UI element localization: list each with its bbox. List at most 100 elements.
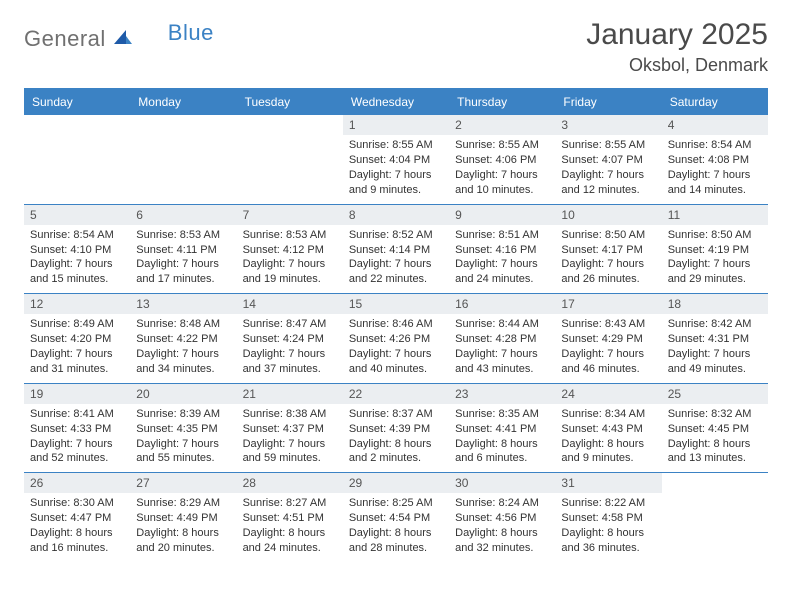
- day-sunset: Sunset: 4:49 PM: [136, 511, 230, 526]
- day-sunrise: Sunrise: 8:55 AM: [349, 138, 443, 153]
- day-daylight1: Daylight: 7 hours: [349, 168, 443, 183]
- day-cell: 7Sunrise: 8:53 AMSunset: 4:12 PMDaylight…: [237, 205, 343, 294]
- day-body: Sunrise: 8:52 AMSunset: 4:14 PMDaylight:…: [343, 225, 449, 293]
- day-body: Sunrise: 8:25 AMSunset: 4:54 PMDaylight:…: [343, 493, 449, 561]
- day-sunrise: Sunrise: 8:30 AM: [30, 496, 124, 511]
- day-number: 28: [237, 473, 343, 493]
- day-sunrise: Sunrise: 8:32 AM: [668, 407, 762, 422]
- day-daylight2: and 49 minutes.: [668, 362, 762, 377]
- day-daylight2: and 9 minutes.: [561, 451, 655, 466]
- day-sunset: Sunset: 4:22 PM: [136, 332, 230, 347]
- day-sunset: Sunset: 4:39 PM: [349, 422, 443, 437]
- day-sunrise: Sunrise: 8:55 AM: [455, 138, 549, 153]
- day-number: 1: [343, 115, 449, 135]
- day-sunset: Sunset: 4:11 PM: [136, 243, 230, 258]
- day-daylight2: and 6 minutes.: [455, 451, 549, 466]
- day-cell: 29Sunrise: 8:25 AMSunset: 4:54 PMDayligh…: [343, 473, 449, 562]
- day-cell: 2 Sunrise: 8:55 AMSunset: 4:06 PMDaylight…: [449, 115, 555, 204]
- day-daylight1: Daylight: 7 hours: [668, 257, 762, 272]
- header: General Blue January 2025 Oksbol, Denmar…: [24, 18, 768, 76]
- day-sunset: Sunset: 4:04 PM: [349, 153, 443, 168]
- day-sunrise: Sunrise: 8:47 AM: [243, 317, 337, 332]
- day-daylight2: and 43 minutes.: [455, 362, 549, 377]
- day-daylight1: Daylight: 7 hours: [455, 168, 549, 183]
- day-number: 31: [555, 473, 661, 493]
- day-daylight2: and 37 minutes.: [243, 362, 337, 377]
- day-daylight2: and 17 minutes.: [136, 272, 230, 287]
- day-cell: 22Sunrise: 8:37 AMSunset: 4:39 PMDayligh…: [343, 384, 449, 473]
- day-number: 11: [662, 205, 768, 225]
- day-number: 26: [24, 473, 130, 493]
- day-cell: 13Sunrise: 8:48 AMSunset: 4:22 PMDayligh…: [130, 294, 236, 383]
- day-cell: 12Sunrise: 8:49 AMSunset: 4:20 PMDayligh…: [24, 294, 130, 383]
- day-body: Sunrise: 8:32 AMSunset: 4:45 PMDaylight:…: [662, 404, 768, 472]
- day-cell-empty: [24, 115, 130, 204]
- day-sunrise: Sunrise: 8:54 AM: [668, 138, 762, 153]
- day-number: 9: [449, 205, 555, 225]
- day-body: Sunrise: 8:51 AMSunset: 4:16 PMDaylight:…: [449, 225, 555, 293]
- day-number: [237, 115, 343, 135]
- day-daylight1: Daylight: 8 hours: [243, 526, 337, 541]
- day-cell: 9Sunrise: 8:51 AMSunset: 4:16 PMDaylight…: [449, 205, 555, 294]
- day-daylight1: Daylight: 7 hours: [243, 347, 337, 362]
- day-daylight2: and 19 minutes.: [243, 272, 337, 287]
- day-cell: 14Sunrise: 8:47 AMSunset: 4:24 PMDayligh…: [237, 294, 343, 383]
- day-daylight1: Daylight: 8 hours: [561, 526, 655, 541]
- day-daylight1: Daylight: 7 hours: [243, 437, 337, 452]
- day-body: Sunrise: 8:50 AMSunset: 4:19 PMDaylight:…: [662, 225, 768, 293]
- day-sunrise: Sunrise: 8:29 AM: [136, 496, 230, 511]
- day-daylight2: and 22 minutes.: [349, 272, 443, 287]
- logo-text-blue: Blue: [168, 20, 214, 46]
- day-cell-empty: [237, 115, 343, 204]
- day-daylight1: Daylight: 7 hours: [349, 257, 443, 272]
- day-daylight2: and 2 minutes.: [349, 451, 443, 466]
- day-body: Sunrise: 8:37 AMSunset: 4:39 PMDaylight:…: [343, 404, 449, 472]
- day-body: Sunrise: 8:35 AMSunset: 4:41 PMDaylight:…: [449, 404, 555, 472]
- week-row: 1Sunrise: 8:55 AMSunset: 4:04 PMDaylight…: [24, 114, 768, 204]
- week-row: 26Sunrise: 8:30 AMSunset: 4:47 PMDayligh…: [24, 472, 768, 562]
- day-daylight1: Daylight: 7 hours: [30, 257, 124, 272]
- day-number: 2: [449, 115, 555, 135]
- day-number: 25: [662, 384, 768, 404]
- day-cell: 30Sunrise: 8:24 AMSunset: 4:56 PMDayligh…: [449, 473, 555, 562]
- day-sunset: Sunset: 4:06 PM: [455, 153, 549, 168]
- day-body: Sunrise: 8:48 AMSunset: 4:22 PMDaylight:…: [130, 314, 236, 382]
- day-cell: 24Sunrise: 8:34 AMSunset: 4:43 PMDayligh…: [555, 384, 661, 473]
- day-cell-empty: [130, 115, 236, 204]
- day-body: Sunrise: 8:53 AMSunset: 4:12 PMDaylight:…: [237, 225, 343, 293]
- day-cell: 31 Sunrise: 8:22 AMSunset: 4:58 PMDayligh…: [555, 473, 661, 562]
- weekday-monday: Monday: [130, 91, 236, 114]
- weekday-saturday: Saturday: [662, 91, 768, 114]
- day-cell: 17Sunrise: 8:43 AMSunset: 4:29 PMDayligh…: [555, 294, 661, 383]
- day-number: 8: [343, 205, 449, 225]
- day-sunset: Sunset: 4:56 PM: [455, 511, 549, 526]
- day-sunset: Sunset: 4:10 PM: [30, 243, 124, 258]
- day-body: Sunrise: 8:27 AMSunset: 4:51 PMDaylight:…: [237, 493, 343, 561]
- day-sunrise: Sunrise: 8:22 AM: [561, 496, 655, 511]
- day-cell: 16Sunrise: 8:44 AMSunset: 4:28 PMDayligh…: [449, 294, 555, 383]
- day-sunset: Sunset: 4:58 PM: [561, 511, 655, 526]
- day-body: Sunrise: 8:49 AMSunset: 4:20 PMDaylight:…: [24, 314, 130, 382]
- day-daylight2: and 16 minutes.: [30, 541, 124, 556]
- day-body: Sunrise: 8:30 AMSunset: 4:47 PMDaylight:…: [24, 493, 130, 561]
- day-sunrise: Sunrise: 8:52 AM: [349, 228, 443, 243]
- day-cell: 8Sunrise: 8:52 AMSunset: 4:14 PMDaylight…: [343, 205, 449, 294]
- day-sunrise: Sunrise: 8:53 AM: [243, 228, 337, 243]
- day-daylight1: Daylight: 7 hours: [136, 347, 230, 362]
- day-number: 27: [130, 473, 236, 493]
- day-sunrise: Sunrise: 8:53 AM: [136, 228, 230, 243]
- day-body: Sunrise: 8:41 AMSunset: 4:33 PMDaylight:…: [24, 404, 130, 472]
- day-daylight2: and 26 minutes.: [561, 272, 655, 287]
- day-daylight2: and 32 minutes.: [455, 541, 549, 556]
- day-sunset: Sunset: 4:35 PM: [136, 422, 230, 437]
- day-body: Sunrise: 8:42 AMSunset: 4:31 PMDaylight:…: [662, 314, 768, 382]
- weeks-container: 1Sunrise: 8:55 AMSunset: 4:04 PMDaylight…: [24, 114, 768, 562]
- day-number: [24, 115, 130, 135]
- day-sunset: Sunset: 4:07 PM: [561, 153, 655, 168]
- day-body: Sunrise: 8:29 AMSunset: 4:49 PMDaylight:…: [130, 493, 236, 561]
- day-daylight1: Daylight: 8 hours: [30, 526, 124, 541]
- day-number: [130, 115, 236, 135]
- day-number: 23: [449, 384, 555, 404]
- month-title: January 2025: [586, 18, 768, 51]
- day-sunrise: Sunrise: 8:50 AM: [668, 228, 762, 243]
